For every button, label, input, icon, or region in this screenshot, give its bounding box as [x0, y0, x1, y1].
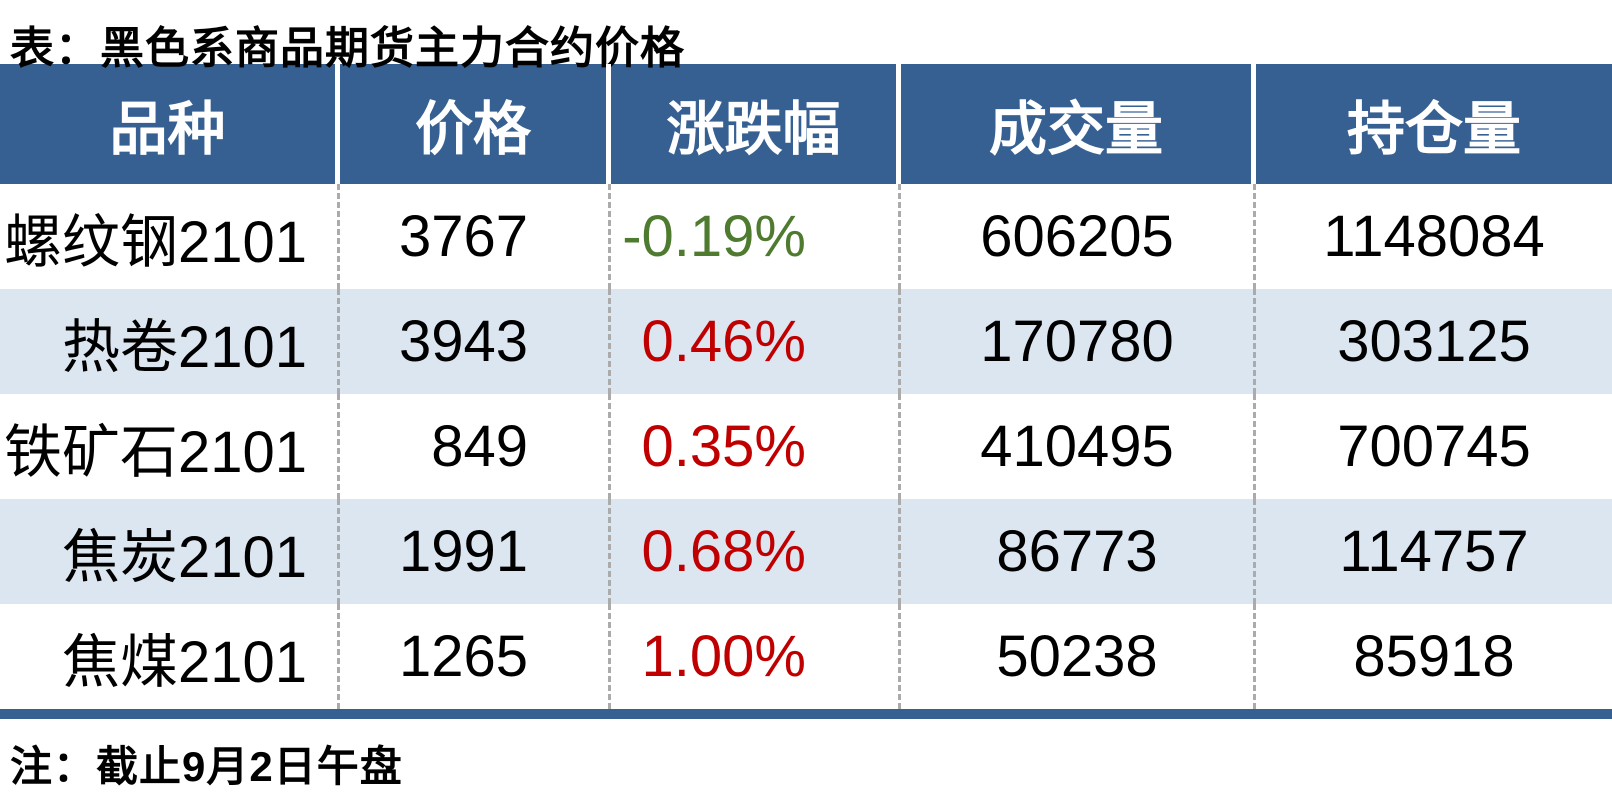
change-percent-cell: 0.35%: [611, 394, 901, 499]
price-cell: 1991: [340, 499, 611, 604]
table-row: 热卷2101 3943 0.46% 170780 303125: [0, 289, 1612, 394]
volume-cell: 86773: [901, 499, 1256, 604]
open-interest-cell: 85918: [1353, 624, 1515, 689]
open-interest-cell: 1148084: [1323, 204, 1545, 269]
table-header-row: 品种 价格 涨跌幅 成交量 持仓量: [0, 64, 1612, 184]
futures-price-table: 品种 价格 涨跌幅 成交量 持仓量 螺纹钢2101 3767 -0.19% 60…: [0, 64, 1612, 719]
table-row: 螺纹钢2101 3767 -0.19% 606205 1148084: [0, 184, 1612, 289]
column-header-change: 涨跌幅: [611, 64, 901, 184]
change-percent-cell: -0.19%: [611, 184, 901, 289]
price-cell: 3943: [340, 289, 611, 394]
volume-cell: 606205: [901, 184, 1256, 289]
table-body: 螺纹钢2101 3767 -0.19% 606205 1148084 热卷210…: [0, 184, 1612, 709]
instrument-name-cell: 热卷2101: [0, 289, 340, 394]
instrument-name-cell: 铁矿石2101: [0, 394, 340, 499]
table-row: 焦炭2101 1991 0.68% 86773 114757: [0, 499, 1612, 604]
instrument-name-cell: 螺纹钢2101: [0, 184, 340, 289]
table-row: 焦煤2101 1265 1.00% 50238 85918: [0, 604, 1612, 709]
volume-cell: 50238: [901, 604, 1256, 709]
open-interest-cell: 303125: [1337, 309, 1531, 374]
change-percent-cell: 1.00%: [611, 604, 901, 709]
instrument-name-cell: 焦炭2101: [0, 499, 340, 604]
open-interest-cell: 700745: [1337, 414, 1531, 479]
instrument-name-cell: 焦煤2101: [0, 604, 340, 709]
column-header-volume: 成交量: [901, 64, 1256, 184]
open-interest-cell: 114757: [1339, 519, 1529, 584]
price-cell: 849: [340, 394, 611, 499]
column-header-variety: 品种: [0, 64, 340, 184]
column-header-price: 价格: [340, 64, 611, 184]
price-cell: 1265: [340, 604, 611, 709]
page-title: 表：黑色系商品期货主力合约价格: [10, 24, 685, 73]
volume-cell: 170780: [901, 289, 1256, 394]
table-row: 铁矿石2101 849 0.35% 410495 700745: [0, 394, 1612, 499]
volume-cell: 410495: [901, 394, 1256, 499]
table-bottom-border: [0, 709, 1612, 719]
change-percent-cell: 0.68%: [611, 499, 901, 604]
price-cell: 3767: [340, 184, 611, 289]
column-header-open-interest: 持仓量: [1346, 95, 1521, 163]
footnote: 注：截止9月2日午盘: [10, 743, 403, 790]
change-percent-cell: 0.46%: [611, 289, 901, 394]
